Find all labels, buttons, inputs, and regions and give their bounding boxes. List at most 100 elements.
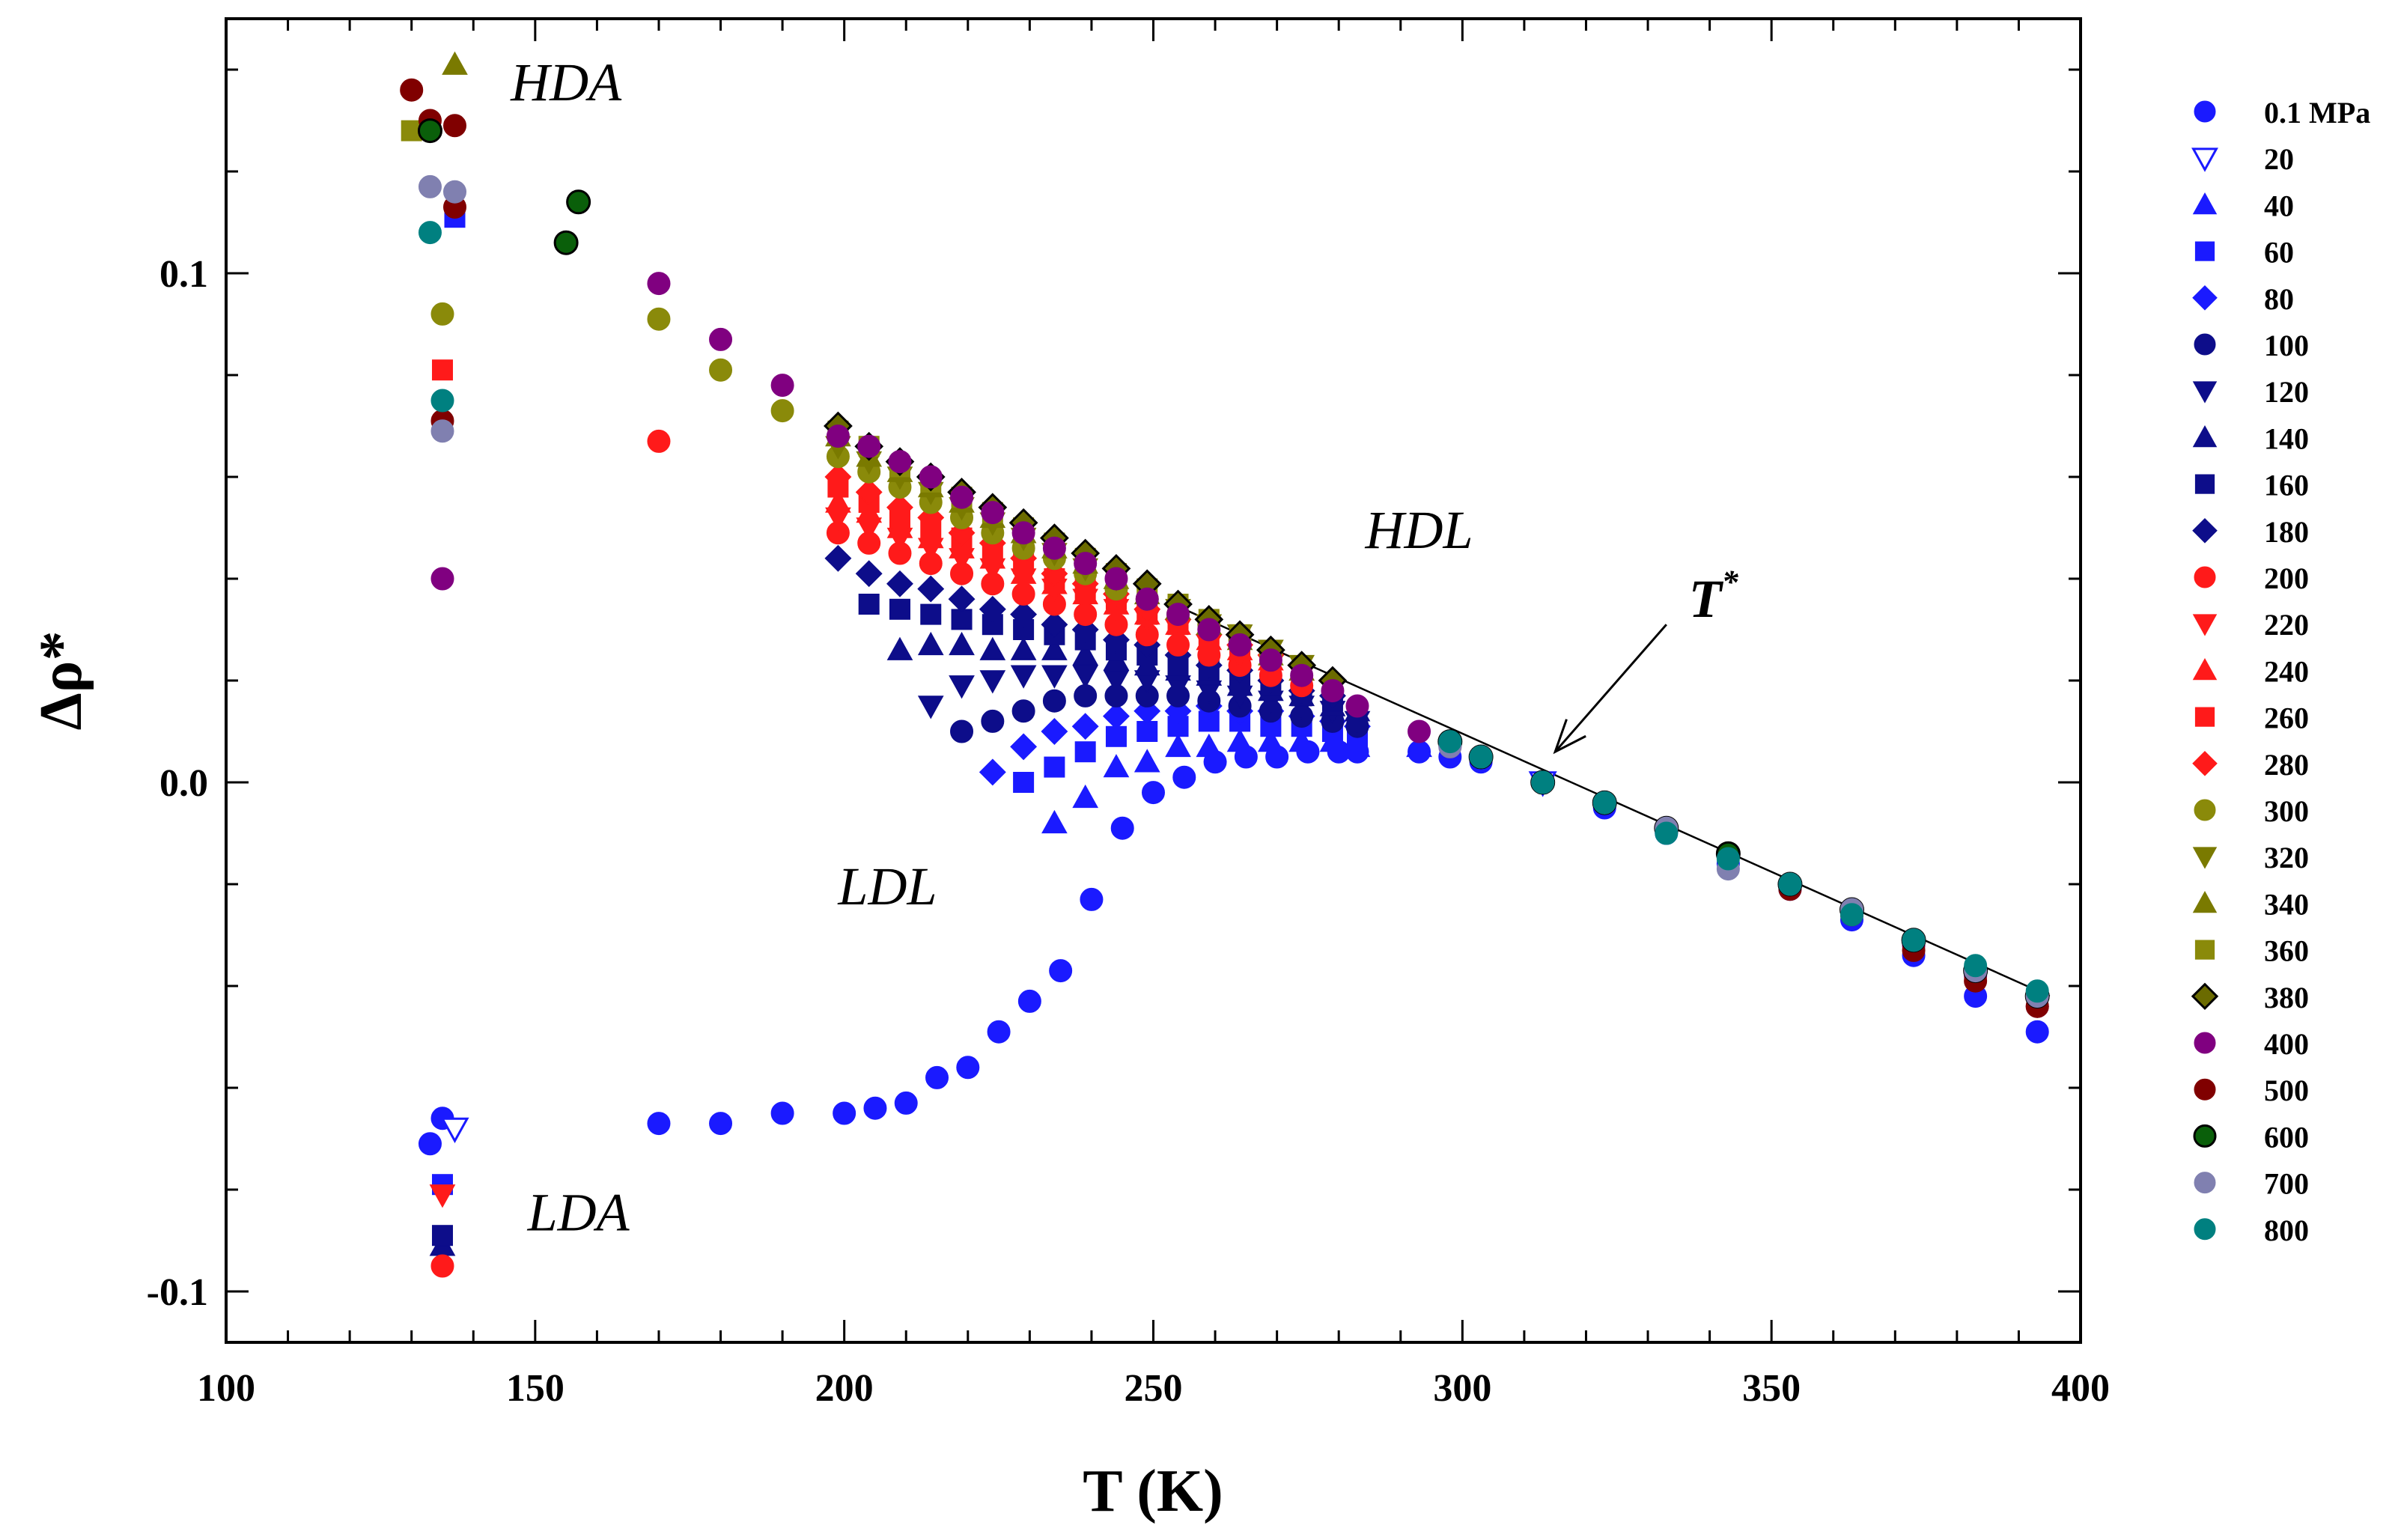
data-point — [1074, 552, 1098, 576]
data-point — [1290, 663, 1314, 687]
data-point — [1716, 847, 1740, 871]
series-60 — [431, 207, 1368, 1196]
data-point — [2025, 1020, 2049, 1044]
data-point — [1592, 791, 1616, 815]
series-260 — [431, 359, 1282, 671]
data-point — [430, 567, 454, 591]
legend-label-600: 600 — [2264, 1120, 2309, 1154]
data-point — [833, 1101, 856, 1125]
data-point — [920, 603, 942, 625]
series-700 — [418, 174, 2049, 1008]
y-tick-label: 0.0 — [159, 762, 208, 805]
data-point — [1042, 689, 1066, 713]
x-tick-label: 250 — [1125, 1367, 1183, 1410]
data-point — [1964, 954, 1988, 978]
legend-marker-20 — [2191, 147, 2218, 172]
legend-label-800: 800 — [2264, 1214, 2309, 1247]
x-tick-label: 350 — [1742, 1367, 1801, 1410]
legend-label-360: 360 — [2264, 934, 2309, 968]
data-point — [956, 1056, 980, 1080]
data-point — [1071, 713, 1099, 740]
data-point — [1041, 636, 1068, 660]
legend-marker-700 — [2194, 1172, 2216, 1194]
data-point — [979, 636, 1006, 660]
legend-marker-600 — [2193, 1124, 2217, 1148]
y-tick-label: 0.1 — [159, 253, 208, 296]
series-400 — [430, 272, 2049, 1018]
data-point — [770, 374, 794, 398]
data-point — [863, 1096, 887, 1120]
data-point — [1438, 730, 1462, 754]
data-point — [770, 399, 794, 423]
tstar-label-sup: * — [1722, 564, 1739, 600]
data-point — [709, 327, 733, 351]
data-point — [1010, 733, 1038, 761]
data-point — [1103, 702, 1130, 730]
data-point — [1080, 887, 1104, 911]
data-point — [1166, 603, 1190, 627]
data-point — [418, 221, 442, 245]
data-point — [430, 302, 454, 326]
data-point — [886, 636, 913, 660]
legend-marker-500 — [2194, 1078, 2216, 1101]
legend-label-180: 180 — [2264, 515, 2309, 549]
data-point — [1258, 728, 1284, 752]
data-point — [1072, 784, 1099, 809]
legend-label-120: 120 — [2264, 375, 2309, 409]
data-point — [1041, 809, 1068, 834]
data-point — [709, 358, 733, 382]
legend-marker-200 — [2194, 566, 2216, 588]
data-point — [1408, 719, 1431, 743]
legend-label-200: 200 — [2264, 561, 2309, 595]
data-point — [949, 675, 975, 699]
data-point — [824, 463, 852, 490]
data-point — [418, 1132, 442, 1156]
data-point — [1044, 756, 1065, 778]
x-axis-title: T (K) — [1083, 1458, 1223, 1524]
data-point — [1110, 816, 1134, 840]
data-point — [825, 489, 851, 513]
data-point — [1321, 679, 1345, 703]
legend-label-380: 380 — [2264, 981, 2309, 1014]
data-point — [917, 696, 944, 719]
series-40 — [1041, 728, 1432, 834]
data-point — [400, 78, 424, 102]
data-point — [647, 1112, 671, 1136]
legend-marker-360 — [2194, 940, 2215, 960]
legend-label-340: 340 — [2264, 887, 2309, 921]
data-point — [826, 424, 850, 448]
legend-label-0-1-mpa: 0.1 MPa — [2264, 96, 2370, 130]
legend-label-40: 40 — [2264, 189, 2294, 222]
data-point — [566, 189, 591, 215]
data-point — [1103, 670, 1130, 694]
data-point — [1531, 770, 1555, 794]
data-point — [647, 429, 671, 453]
data-point — [1011, 521, 1035, 545]
legend-marker-160 — [2194, 474, 2215, 494]
data-point — [418, 174, 442, 198]
y-axis-title: Δρ* — [28, 631, 94, 731]
data-point — [1133, 749, 1160, 773]
data-point — [951, 609, 973, 630]
data-point — [709, 1112, 733, 1136]
data-point — [889, 598, 910, 620]
data-point — [1197, 618, 1221, 642]
data-point — [1017, 989, 1041, 1013]
data-points — [400, 51, 2050, 1278]
series-800 — [418, 221, 2049, 1003]
data-point — [440, 1117, 469, 1143]
data-point — [647, 272, 671, 296]
data-point — [1840, 903, 1864, 927]
tstar-annotation: T* — [1553, 564, 1739, 755]
data-point — [1469, 745, 1493, 769]
data-point — [919, 465, 943, 489]
series-20 — [440, 771, 1557, 1143]
tstar-label-main: T — [1689, 569, 1724, 629]
data-point — [855, 478, 883, 506]
x-tick-label: 400 — [2051, 1367, 2110, 1410]
data-point — [917, 631, 944, 656]
data-point — [950, 485, 974, 509]
data-point — [1010, 636, 1037, 660]
legend-label-80: 80 — [2264, 282, 2294, 316]
